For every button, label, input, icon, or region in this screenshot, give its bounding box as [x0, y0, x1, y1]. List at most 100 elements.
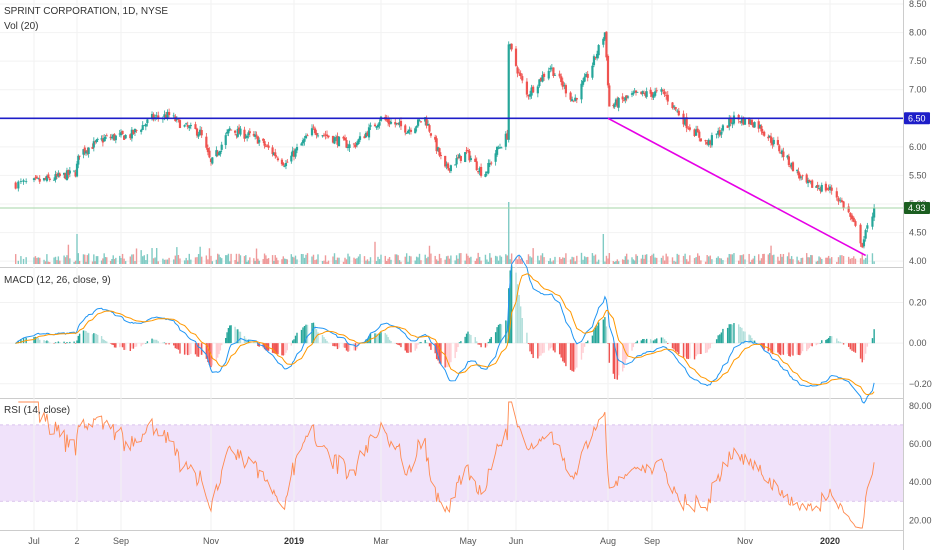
volume-bar	[152, 258, 155, 264]
macd-histogram-bar	[142, 343, 144, 345]
candle-body	[687, 128, 690, 130]
candle-body	[337, 136, 341, 147]
volume-bar	[644, 254, 647, 264]
macd-histogram-bar	[486, 343, 488, 347]
macd-histogram-bar	[414, 343, 416, 351]
volume-bar	[847, 256, 850, 264]
macd-histogram-bar	[625, 343, 628, 360]
candle-body	[325, 134, 329, 136]
candle-body	[105, 135, 108, 137]
macd-histogram-bar	[447, 343, 449, 368]
candle-body	[55, 174, 59, 177]
macd-histogram-bar	[484, 343, 487, 348]
volume-bar	[819, 257, 822, 264]
macd-histogram-bar	[569, 343, 572, 370]
price-pane[interactable]	[0, 0, 903, 267]
candle-body	[706, 141, 709, 145]
candle-body	[585, 73, 588, 77]
candle-body	[306, 135, 309, 137]
candle-body	[580, 83, 583, 100]
volume-bar	[560, 258, 562, 264]
volume-bar	[500, 256, 503, 264]
volume-bar	[733, 253, 735, 264]
candle-body	[48, 178, 51, 180]
macd-histogram-bar	[826, 339, 828, 344]
volume-bar	[674, 261, 677, 264]
candle-body	[852, 217, 855, 222]
volume-bar	[64, 257, 67, 264]
volume-bar	[157, 261, 159, 264]
volume-bar	[326, 261, 328, 264]
macd-histogram-bar	[489, 338, 491, 344]
candle-body	[663, 91, 666, 95]
candle-body	[155, 115, 158, 117]
candle-body	[699, 138, 702, 142]
macd-histogram-bar	[751, 337, 753, 344]
macd-histogram-bar	[645, 338, 648, 344]
macd-histogram-bar	[467, 331, 469, 344]
candle-body	[660, 89, 663, 92]
volume-bar	[827, 255, 830, 264]
volume-bar	[781, 256, 783, 264]
candle-body	[581, 80, 585, 85]
volume-bar	[438, 253, 441, 264]
volume-bar	[543, 257, 545, 264]
macd-histogram-bar	[752, 340, 754, 344]
volume-bar	[662, 255, 664, 264]
candle-body	[262, 138, 265, 141]
macd-histogram-bar	[560, 343, 562, 358]
candle-body	[258, 139, 261, 143]
candle-body	[264, 146, 267, 147]
volume-bar	[187, 260, 189, 264]
volume-bar	[359, 254, 361, 264]
candle-body	[817, 188, 821, 189]
volume-bar	[447, 255, 449, 264]
macd-histogram-bar	[97, 334, 99, 344]
volume-bar	[43, 259, 45, 264]
volume-bar	[188, 253, 190, 264]
candle-body	[468, 150, 471, 161]
macd-histogram-bar	[275, 343, 278, 354]
macd-histogram-bar	[227, 327, 230, 344]
volume-bar	[332, 256, 334, 264]
volume-bar	[645, 254, 648, 264]
macd-histogram-bar	[585, 341, 587, 344]
rsi-pane[interactable]	[0, 424, 903, 502]
candle-body	[57, 173, 60, 177]
volume-bar	[273, 260, 275, 264]
candle-body	[477, 171, 480, 173]
macd-histogram-bar	[398, 343, 401, 346]
macd-histogram-bar	[100, 336, 103, 344]
candle-body	[123, 135, 126, 140]
macd-histogram-bar	[583, 343, 586, 347]
macd-histogram-bar	[616, 343, 619, 380]
macd-histogram-bar	[771, 343, 774, 355]
macd-histogram-bar	[458, 342, 461, 344]
macd-histogram-bar	[257, 343, 259, 347]
macd-histogram-bar	[591, 335, 594, 344]
volume-bar	[67, 244, 70, 264]
volume-bar	[238, 253, 240, 264]
volume-bar	[682, 255, 685, 264]
macd-histogram-bar	[709, 343, 712, 349]
candle-body	[194, 124, 197, 130]
volume-bar	[74, 260, 77, 264]
volume-bar	[444, 259, 446, 264]
macd-histogram-bar	[146, 341, 149, 344]
candle-body	[790, 162, 793, 167]
macd-histogram-bar	[311, 322, 313, 344]
candle-body	[429, 133, 433, 136]
candle-body	[490, 162, 493, 164]
macd-histogram-bar	[76, 340, 78, 344]
candle-body	[859, 224, 862, 244]
candle-body	[225, 132, 229, 134]
volume-bar	[378, 259, 381, 264]
volume-bar	[353, 257, 355, 264]
macd-histogram-bar	[353, 343, 355, 351]
drawings[interactable]	[0, 117, 903, 257]
candle-body	[782, 151, 785, 157]
candle-body	[292, 151, 296, 157]
macd-histogram-bar	[369, 333, 372, 344]
candle-body	[757, 121, 760, 129]
